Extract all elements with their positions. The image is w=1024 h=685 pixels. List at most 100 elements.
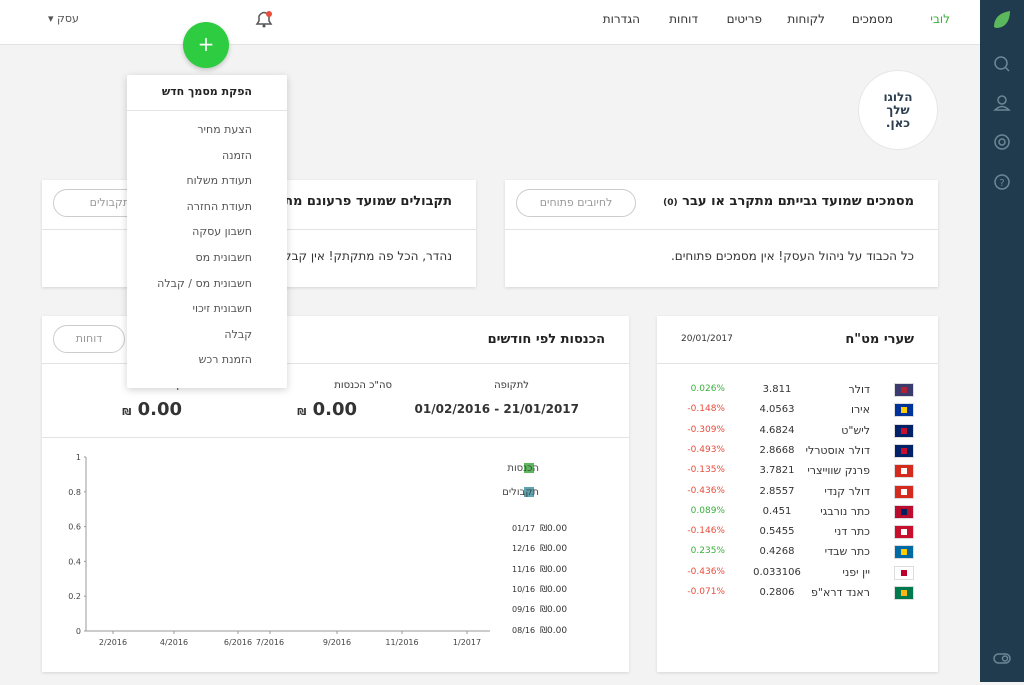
month: 10/16 bbox=[512, 584, 536, 594]
message: נהדר, הכל פה מתקתק! אין קבלות bbox=[273, 249, 452, 263]
user-icon[interactable] bbox=[997, 95, 1007, 105]
logo-line: הלוגו bbox=[883, 90, 913, 104]
bell-icon[interactable] bbox=[252, 8, 276, 30]
help-icon[interactable] bbox=[994, 174, 1010, 190]
business-switch[interactable]: עסק ▾ bbox=[48, 12, 79, 25]
menu-item[interactable]: חשבונית מס bbox=[195, 251, 252, 264]
toggle-icon[interactable] bbox=[993, 653, 1011, 664]
logo-leaf bbox=[994, 11, 1010, 28]
menu-item[interactable]: חשבונית זיכוי bbox=[192, 302, 252, 316]
rates-date: 20/01/2017 bbox=[681, 334, 733, 344]
open-charges-button[interactable]: לחיובים פתוחים bbox=[516, 189, 636, 217]
nav-item[interactable]: הגדרות bbox=[602, 12, 640, 26]
legend-label: הכנסות bbox=[507, 463, 539, 474]
logo-line: כאן. bbox=[885, 116, 911, 130]
message: כל הכבוד על ניהול העסק! אין מסמכים פתוחי… bbox=[670, 249, 914, 263]
y-tick-label: 0.2 bbox=[68, 592, 81, 601]
legend-swatch bbox=[524, 487, 534, 497]
month-amount: ₪0.00 bbox=[540, 544, 568, 555]
y-tick-label: 0.6 bbox=[68, 523, 81, 532]
count: (0) bbox=[663, 198, 678, 208]
card-title: שערי מט"ח bbox=[845, 332, 914, 347]
sidebar-icons: ? bbox=[993, 11, 1011, 664]
separator bbox=[657, 363, 938, 364]
search-icon[interactable] bbox=[994, 56, 1008, 70]
currency-name: ראנד דרא"פ bbox=[811, 586, 870, 599]
top-nav: לובי מסמכים לקוחות פריטים דוחות הגדרות bbox=[0, 0, 980, 45]
rate-change: -0.309% bbox=[687, 424, 725, 435]
nav-item[interactable]: מסמכים bbox=[851, 12, 893, 26]
y-tick-label: 0.4 bbox=[68, 557, 81, 566]
nav-item[interactable]: פריטים bbox=[726, 12, 762, 26]
rate: 3.7821 bbox=[759, 465, 795, 477]
x-tick-label: 6/2016 bbox=[224, 638, 252, 647]
currency-name: כתר נורבגי bbox=[820, 504, 870, 518]
menu-item[interactable]: הצעת מחיר bbox=[197, 123, 252, 136]
x-tick-label: 4/2016 bbox=[160, 638, 188, 647]
period-label: לתקופה bbox=[494, 380, 529, 391]
rate: 0.2806 bbox=[759, 587, 795, 598]
flag bbox=[894, 403, 914, 418]
currency-name: אירו bbox=[850, 403, 870, 417]
menu-item[interactable]: תעודת החזרה bbox=[186, 199, 252, 213]
currency-name: כתר דני bbox=[834, 525, 870, 539]
rate: 0.451 bbox=[762, 505, 792, 517]
month-amount: ₪0.00 bbox=[540, 524, 568, 534]
income-chart: 0 0.2 0.4 0.6 0.8 1 2/2016 4/2016 6/2016 7/2016 9/… bbox=[68, 453, 539, 647]
rate-change: -0.493% bbox=[687, 444, 725, 455]
menu-item[interactable]: הזמנת רכש bbox=[198, 353, 252, 367]
month-amount: ₪0.00 bbox=[540, 584, 568, 595]
currency-name: דולר bbox=[848, 383, 870, 396]
currency-name: דולר קנדי bbox=[824, 484, 870, 498]
rate: 4.0563 bbox=[759, 404, 795, 416]
currency-name: יין יפני bbox=[842, 565, 870, 579]
x-tick-label: 1/2017 bbox=[453, 638, 481, 647]
rate: 0.033106 bbox=[753, 566, 801, 578]
total-income: ₪ 0.00 bbox=[297, 399, 357, 420]
currency: ₪ bbox=[297, 407, 307, 418]
title-text: מסמכים שמועד גבייתם מתקרב או עבר bbox=[682, 194, 914, 209]
menu-title: הפקת מסמך חדש bbox=[161, 85, 252, 98]
settings-icon[interactable] bbox=[994, 134, 1010, 150]
rate-change: -0.436% bbox=[687, 485, 725, 496]
y-tick-label: 0 bbox=[76, 627, 81, 636]
new-doc-menu: הפקת מסמך חדש הצעת מחיר הזמנה תעודת משלוח ת… bbox=[127, 75, 287, 388]
rate: 4.6824 bbox=[759, 424, 795, 436]
menu-item[interactable]: הזמנה bbox=[221, 148, 252, 162]
svg-text:?: ? bbox=[999, 178, 1004, 189]
menu-item[interactable]: חשבונית מס / קבלה bbox=[157, 276, 252, 290]
legend-label: תקבולים bbox=[502, 487, 539, 498]
nav-item[interactable]: לובי bbox=[930, 12, 950, 26]
currency-name: דולר אוסטרלי bbox=[805, 443, 870, 457]
flag bbox=[894, 423, 914, 438]
x-tick-label: 7/2016 bbox=[256, 638, 284, 647]
menu-item[interactable]: חשבון עסקה bbox=[192, 225, 252, 239]
reports-button[interactable]: דוחות bbox=[53, 325, 125, 353]
separator bbox=[505, 229, 938, 230]
due-docs-card: מסמכים שמועד גבייתם מתקרב או עבר (0) לחי… bbox=[505, 180, 938, 287]
flag bbox=[894, 443, 914, 458]
logo-placeholder[interactable]: הלוגו שלך כאן. bbox=[858, 70, 938, 150]
flag bbox=[894, 525, 914, 540]
x-tick-label: 11/2016 bbox=[385, 638, 418, 647]
x-tick-label: 9/2016 bbox=[323, 638, 351, 647]
rate-change: -0.071% bbox=[687, 587, 725, 597]
month-amount: ₪0.00 bbox=[540, 625, 568, 636]
currency: ₪ bbox=[122, 407, 132, 418]
menu-item[interactable]: קבלה bbox=[224, 327, 252, 341]
rates-card: שערי מט"ח 20/01/2017 דולר 3.811 0.026% אירו… bbox=[657, 316, 938, 672]
nav-item[interactable]: לקוחות bbox=[787, 12, 825, 26]
rate: 0.5455 bbox=[759, 526, 795, 538]
separator bbox=[42, 437, 629, 438]
nav-item[interactable]: דוחות bbox=[669, 12, 698, 26]
month-amount: ₪0.00 bbox=[540, 605, 568, 616]
add-button[interactable]: + bbox=[183, 22, 229, 68]
period: 01/02/2016 - 21/01/2017 bbox=[414, 402, 579, 416]
separator bbox=[42, 363, 629, 364]
menu-item[interactable]: תעודת משלוח bbox=[186, 174, 252, 188]
total-receipts: ₪ 0.00 bbox=[122, 399, 182, 420]
currency-name: ליש"ט bbox=[841, 423, 870, 437]
flag bbox=[894, 545, 914, 560]
business-label: עסק bbox=[57, 12, 79, 25]
